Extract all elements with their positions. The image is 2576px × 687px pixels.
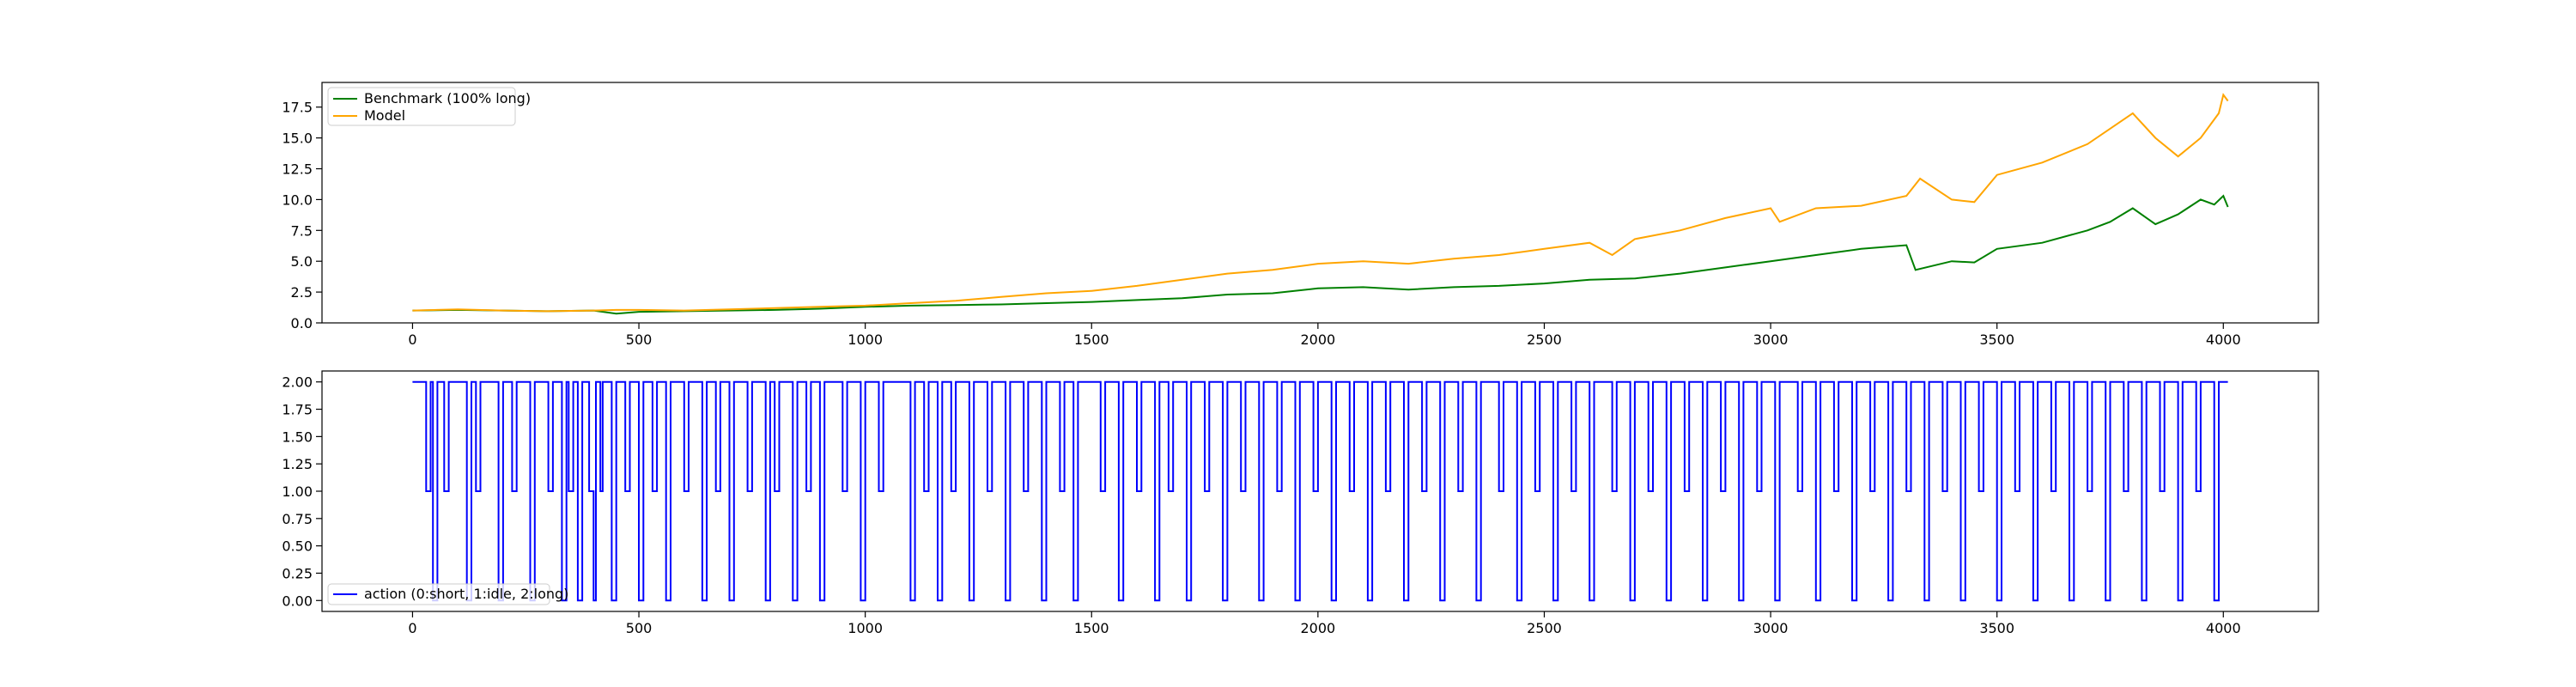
legend-label-benchmark: Benchmark (100% long) (364, 90, 531, 106)
bottom-x-tick-label: 1000 (848, 620, 883, 636)
bottom-y-tick-label: 0.00 (282, 593, 313, 609)
bottom-legend: action (0:short, 1:idle, 2:long) (327, 583, 568, 605)
top-y-tick-label: 10.0 (282, 192, 313, 208)
top-y-tick-label: 7.5 (291, 222, 313, 239)
top-x-tick-label: 3500 (1979, 331, 2014, 348)
bottom-chart-panel: 0 500 1000 1500 2000 2500 3000 3500 4000 0.00 0.2… (282, 370, 2319, 636)
bottom-series-lines (412, 380, 2228, 602)
bottom-y-tick-label: 1.00 (282, 483, 313, 500)
bottom-x-tick-label: 0 (408, 620, 416, 636)
bottom-x-tick-label: 2000 (1301, 620, 1336, 636)
bottom-x-tick-label: 3000 (1753, 620, 1789, 636)
bottom-x-tick-label: 500 (626, 620, 653, 636)
top-x-tick-label: 3000 (1753, 331, 1789, 348)
bottom-y-tick-label: 1.75 (282, 402, 313, 418)
top-x-tick-label: 1000 (848, 331, 883, 348)
bottom-x-tick-label: 1500 (1074, 620, 1109, 636)
top-chart-panel: 0 500 1000 1500 2000 2500 3000 3500 4000 0.0 2.5 5… (282, 82, 2319, 348)
top-x-tick-label: 1500 (1074, 331, 1109, 348)
top-x-tick-label: 0 (408, 331, 416, 348)
bottom-y-axis-ticks: 0.00 0.25 0.50 0.75 1.00 1.25 1.50 1.75 2.00 (282, 374, 322, 609)
top-y-tick-label: 12.5 (282, 161, 313, 178)
top-series-lines (412, 93, 2229, 315)
top-y-tick-label: 2.5 (291, 284, 313, 301)
bottom-series-line-0 (412, 380, 2228, 602)
top-x-tick-label: 2500 (1527, 331, 1562, 348)
legend-label-model: Model (364, 107, 405, 124)
top-legend-box (327, 87, 516, 126)
bottom-x-tick-label: 3500 (1979, 620, 2014, 636)
top-x-tick-label: 4000 (2206, 331, 2241, 348)
top-plot-area (322, 82, 2318, 323)
bottom-y-tick-label: 0.75 (282, 511, 313, 527)
top-series-line-1 (412, 93, 2229, 313)
bottom-x-tick-label: 2500 (1527, 620, 1562, 636)
top-y-tick-label: 0.0 (291, 315, 313, 331)
top-y-tick-label: 5.0 (291, 253, 313, 270)
bottom-y-tick-label: 1.50 (282, 429, 313, 445)
bottom-y-tick-label: 1.25 (282, 456, 313, 472)
top-y-tick-label: 17.5 (282, 100, 313, 116)
bottom-y-tick-label: 0.50 (282, 538, 313, 555)
bottom-y-tick-label: 0.25 (282, 565, 313, 581)
top-series-line-0 (412, 194, 2229, 315)
top-y-axis-ticks: 0.0 2.5 5.0 7.5 10.0 12.5 15.0 17.5 (282, 100, 322, 331)
bottom-legend-box (327, 583, 550, 605)
bottom-x-axis-ticks: 0 500 1000 1500 2000 2500 3000 3500 4000 (408, 611, 2241, 636)
top-x-tick-label: 2000 (1301, 331, 1336, 348)
top-legend: Benchmark (100% long) Model (327, 87, 531, 126)
bottom-y-tick-label: 2.00 (282, 374, 313, 391)
top-y-tick-label: 15.0 (282, 131, 313, 147)
bottom-x-tick-label: 4000 (2206, 620, 2241, 636)
top-axes-frame (321, 82, 2319, 324)
top-x-axis-ticks: 0 500 1000 1500 2000 2500 3000 3500 4000 (408, 323, 2241, 348)
top-x-tick-label: 500 (626, 331, 653, 348)
legend-label-action: action (0:short, 1:idle, 2:long) (364, 586, 568, 602)
